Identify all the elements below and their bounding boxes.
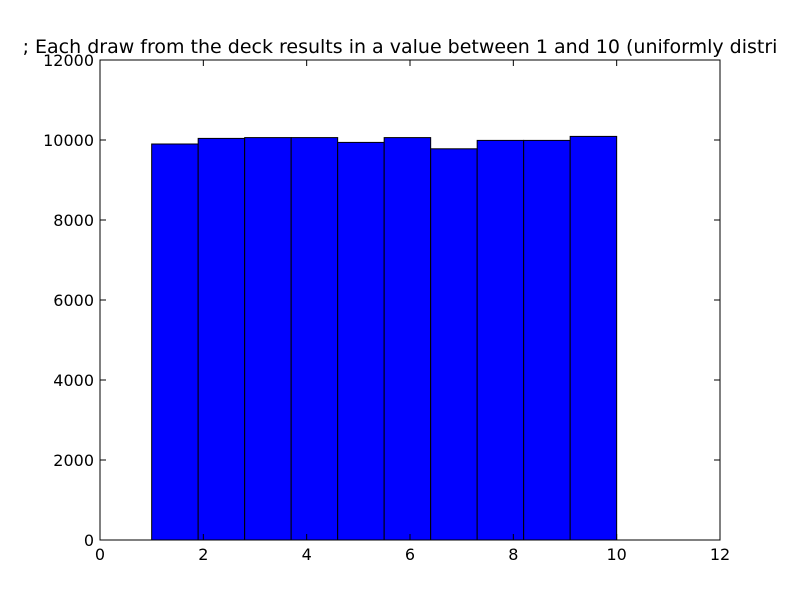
y-tick-label: 4000 bbox=[53, 371, 94, 390]
y-tick-label: 0 bbox=[84, 531, 94, 550]
x-tick-label: 10 bbox=[606, 545, 626, 564]
y-tick-label: 8000 bbox=[53, 211, 94, 230]
y-tick-label: 6000 bbox=[53, 291, 94, 310]
y-tick-label: 10000 bbox=[43, 131, 94, 150]
histogram-bar bbox=[197, 137, 246, 541]
x-tick-label: 2 bbox=[198, 545, 208, 564]
x-tick-label: 8 bbox=[508, 545, 518, 564]
tick-labels-group: 0 2 4 6 8 10 12 0 2000 4000 6000 8000 10000 12000 bbox=[43, 51, 730, 564]
histogram-bar bbox=[151, 143, 199, 541]
histogram-bar bbox=[244, 137, 292, 541]
plot-frame bbox=[99, 59, 721, 541]
histogram-bar bbox=[476, 139, 525, 541]
x-tick-label: 4 bbox=[302, 545, 312, 564]
x-tick-label: 12 bbox=[710, 545, 730, 564]
histogram-bar bbox=[569, 135, 618, 541]
histogram-bar bbox=[383, 137, 432, 541]
y-tick-label: 12000 bbox=[43, 51, 94, 70]
bars-group bbox=[151, 135, 618, 541]
x-tick-label: 0 bbox=[95, 545, 105, 564]
y-tick-label: 2000 bbox=[53, 451, 94, 470]
histogram-bar bbox=[290, 137, 339, 541]
chart-title: ; Each draw from the deck results in a v… bbox=[23, 36, 778, 58]
histogram-bar bbox=[430, 148, 478, 541]
histogram-bar bbox=[523, 139, 571, 541]
x-tick-label: 6 bbox=[405, 545, 415, 564]
histogram-bar bbox=[337, 141, 385, 541]
